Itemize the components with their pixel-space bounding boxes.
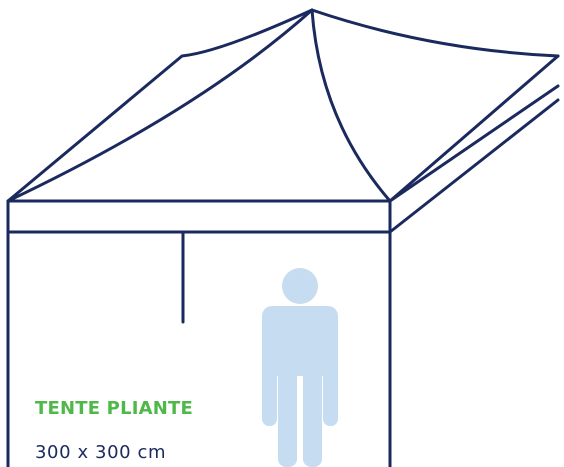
product-title: TENTE PLIANTE	[35, 398, 194, 419]
product-dimensions: 300 x 300 cm	[35, 442, 167, 463]
tent-canopy	[6, 8, 560, 203]
person-icon	[262, 268, 338, 467]
tent-frame	[6, 230, 392, 467]
